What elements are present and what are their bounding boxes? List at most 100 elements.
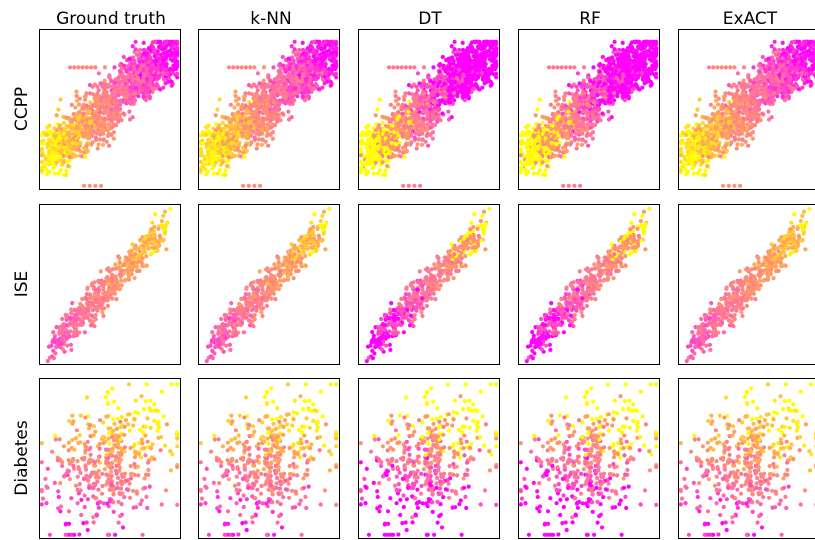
scatter-point: [105, 125, 110, 130]
scatter-point: [156, 66, 161, 71]
scatter-point: [58, 123, 63, 128]
scatter-point: [396, 102, 401, 107]
scatter-point: [84, 132, 89, 137]
scatter-point: [270, 130, 276, 135]
scatter-point: [304, 80, 309, 85]
scatter-point: [377, 123, 382, 128]
scatter-point: [217, 155, 222, 160]
scatter-point: [463, 77, 468, 82]
scatter-point: [80, 119, 85, 124]
scatter-point: [426, 143, 431, 148]
scatter-point: [271, 100, 276, 105]
scatter-point: [206, 169, 211, 174]
scatter-point: [255, 142, 260, 147]
scatter-point: [650, 71, 655, 76]
scatter-point: [84, 65, 89, 70]
scatter-point: [472, 39, 477, 44]
scatter-point: [90, 103, 96, 108]
scatter-point: [282, 81, 287, 86]
scatter-point: [428, 132, 433, 137]
scatter-point: [231, 134, 236, 139]
scatter-point: [329, 51, 334, 56]
scatter-point: [480, 77, 486, 82]
scatter-point: [154, 58, 159, 63]
scatter-point: [294, 64, 299, 69]
scatter-point: [307, 68, 312, 74]
scatter-point: [76, 65, 81, 70]
scatter-point: [270, 112, 275, 117]
scatter-point: [82, 94, 88, 99]
scatter-point: [385, 163, 390, 169]
scatter-point: [87, 183, 92, 188]
scatter-point: [171, 71, 176, 76]
scatter-point: [446, 71, 451, 76]
scatter-point: [288, 62, 293, 67]
scatter-point: [307, 75, 313, 80]
scatter-point: [558, 154, 564, 159]
scatter-point: [58, 168, 63, 173]
scatter-point: [65, 146, 70, 151]
scatter-point: [432, 116, 437, 121]
scatter-point: [288, 93, 293, 98]
scatter-point: [247, 120, 252, 125]
scatter-point: [440, 54, 445, 60]
scatter-point: [164, 39, 169, 44]
scatter-point: [110, 92, 115, 97]
scatter-point: [453, 86, 458, 91]
scatter-point: [97, 137, 102, 142]
scatter-point: [223, 136, 228, 141]
scatter-point: [133, 47, 138, 52]
scatter-point: [271, 107, 276, 112]
scatter-point: [282, 89, 287, 94]
scatter-point: [144, 88, 150, 93]
scatter-point: [132, 58, 137, 64]
scatter-point: [76, 147, 81, 152]
scatter-point: [412, 98, 417, 103]
scatter-point: [49, 154, 55, 159]
scatter-point: [518, 133, 523, 138]
scatter-point: [295, 56, 300, 61]
scatter-point: [596, 74, 602, 79]
scatter-point: [100, 84, 105, 89]
scatter-point: [326, 53, 331, 58]
scatter-point: [258, 131, 263, 136]
scatter-point: [375, 107, 380, 112]
scatter-point: [235, 65, 240, 70]
scatter-point: [434, 78, 439, 83]
scatter-point: [161, 47, 166, 52]
scatter-point: [300, 63, 305, 68]
scatter-point: [431, 65, 436, 70]
scatter-point: [400, 102, 405, 108]
scatter-point: [427, 104, 432, 109]
scatter-point: [243, 117, 248, 123]
scatter-point: [308, 64, 313, 69]
scatter-point: [221, 145, 226, 150]
scatter-point: [242, 154, 247, 159]
row-title-diabetes: Diabetes: [12, 420, 32, 496]
scatter-point: [107, 75, 112, 80]
scatter-point: [494, 50, 499, 55]
scatter-point: [56, 171, 61, 176]
scatter-point: [378, 127, 383, 132]
scatter-point: [129, 93, 134, 98]
scatter-point: [372, 151, 377, 156]
scatter-point: [141, 94, 146, 99]
scatter-point: [223, 168, 228, 173]
scatter-point: [70, 140, 75, 145]
scatter-point: [146, 46, 152, 51]
scatter-point: [328, 83, 333, 88]
scatter-point: [240, 102, 245, 108]
scatter-point: [133, 39, 138, 44]
scatter-point: [45, 158, 51, 163]
scatter-point: [64, 115, 69, 120]
scatter-point: [287, 65, 292, 70]
scatter-point: [77, 110, 82, 115]
scatter-point: [93, 120, 98, 125]
scatter-point: [234, 117, 240, 122]
scatter-point: [435, 88, 440, 93]
scatter-point: [396, 96, 401, 101]
scatter-point: [450, 55, 455, 60]
scatter-point: [442, 81, 447, 86]
scatter-point: [97, 107, 102, 112]
